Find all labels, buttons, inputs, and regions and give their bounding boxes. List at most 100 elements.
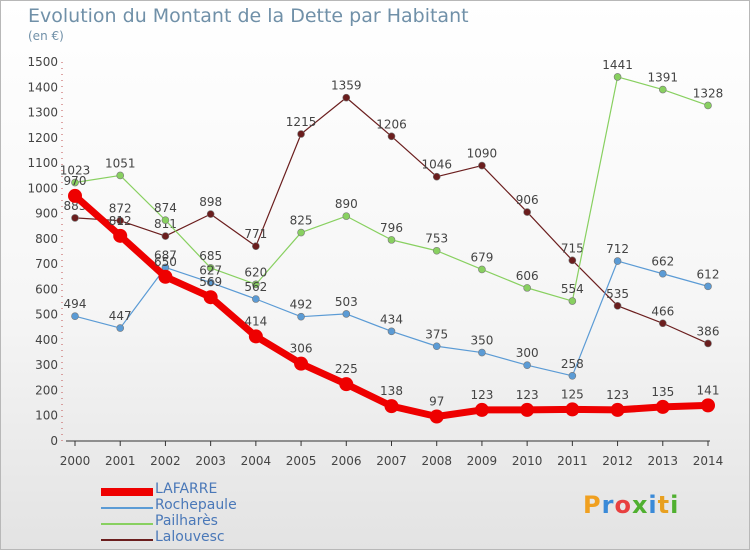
data-label: 135: [651, 385, 674, 399]
data-point: [568, 256, 577, 265]
data-point: [297, 312, 305, 321]
data-point: [658, 85, 667, 94]
data-point: [203, 290, 218, 305]
data-point: [206, 264, 215, 272]
data-label: 620: [244, 265, 267, 279]
data-point: [565, 402, 580, 417]
legend-item: Rochepaule: [101, 497, 301, 515]
data-label: 612: [697, 267, 720, 281]
data-point: [658, 269, 667, 278]
data-label: 258: [561, 357, 584, 371]
data-label: 466: [651, 304, 674, 318]
x-tick-label: 2005: [286, 454, 317, 468]
logo-letter: o: [614, 491, 632, 519]
data-point: [658, 319, 667, 328]
data-point: [113, 228, 128, 243]
y-tick-label: 400: [35, 333, 58, 347]
data-point: [206, 278, 215, 287]
data-label: 811: [154, 217, 177, 231]
data-label: 825: [290, 214, 313, 228]
data-label: 1359: [331, 79, 362, 93]
data-point: [478, 161, 486, 170]
data-point: [342, 310, 351, 318]
data-label: 627: [199, 264, 222, 278]
logo-letter: i: [670, 491, 680, 519]
y-tick-label: 100: [35, 409, 58, 423]
data-label: 1051: [105, 156, 136, 170]
data-point: [297, 130, 305, 138]
data-label: 679: [470, 250, 493, 264]
y-tick-label: 900: [35, 207, 58, 221]
data-label: 712: [606, 242, 629, 256]
data-point: [339, 377, 354, 392]
x-tick-label: 2007: [376, 454, 407, 468]
data-point: [568, 297, 577, 305]
data-point: [523, 361, 531, 370]
y-tick-label: 1200: [27, 131, 58, 145]
data-point: [704, 339, 712, 348]
data-label: 492: [290, 298, 313, 312]
data-label: 771: [244, 227, 267, 241]
data-label: 606: [516, 269, 539, 283]
legend-label: LAFARRE: [155, 481, 218, 497]
data-point: [252, 295, 260, 303]
y-tick-label: 600: [35, 282, 58, 296]
x-tick-label: 2003: [195, 454, 226, 468]
logo-letter: t: [657, 491, 671, 519]
data-point: [252, 242, 260, 250]
data-point: [520, 402, 535, 417]
logo-letter: P: [583, 491, 602, 519]
legend-label: Lalouvesc: [155, 529, 225, 545]
logo-letter: x: [631, 491, 649, 519]
data-label: 300: [516, 346, 539, 360]
data-point: [294, 356, 309, 371]
data-label: 812: [109, 214, 132, 228]
data-label: 123: [516, 388, 539, 402]
data-point: [71, 178, 79, 187]
data-point: [478, 348, 486, 357]
data-label: 375: [425, 327, 448, 341]
data-point: [71, 214, 79, 222]
proxiti-logo: Proxiti: [583, 491, 679, 519]
data-label: 1206: [376, 117, 407, 131]
data-point: [655, 399, 670, 414]
data-label: 715: [561, 241, 584, 255]
logo-letter: r: [601, 491, 615, 519]
x-tick-label: 2011: [557, 454, 588, 468]
data-point: [158, 269, 173, 284]
x-tick-label: 2006: [331, 454, 362, 468]
data-label: 874: [154, 201, 177, 215]
y-tick-label: 200: [35, 383, 58, 397]
data-label: 662: [651, 255, 674, 269]
data-label: 685: [199, 249, 222, 263]
data-label: 753: [425, 232, 448, 246]
legend-item: LAFARRE: [101, 481, 301, 499]
x-tick-label: 2001: [105, 454, 136, 468]
data-label: 906: [516, 193, 539, 207]
data-point: [474, 402, 489, 417]
legend-swatch: [101, 539, 153, 541]
data-point: [116, 216, 125, 225]
data-label: 796: [380, 221, 403, 235]
data-point: [252, 280, 260, 289]
data-label: 1328: [693, 86, 724, 100]
x-tick-label: 2008: [421, 454, 452, 468]
data-label: 650: [154, 255, 177, 269]
y-tick-label: 1500: [27, 55, 58, 69]
y-tick-label: 1100: [27, 156, 58, 170]
data-point: [610, 402, 625, 417]
x-tick-label: 2012: [602, 454, 633, 468]
x-tick-label: 2010: [512, 454, 543, 468]
data-label: 306: [290, 342, 313, 356]
data-point: [429, 409, 444, 424]
data-point: [478, 265, 486, 274]
data-point: [71, 312, 79, 320]
data-label: 494: [64, 297, 87, 311]
data-label: 1046: [421, 158, 452, 172]
data-label: 123: [606, 388, 629, 402]
data-point: [523, 208, 531, 216]
data-label: 1441: [602, 58, 633, 72]
data-label: 535: [606, 287, 629, 301]
